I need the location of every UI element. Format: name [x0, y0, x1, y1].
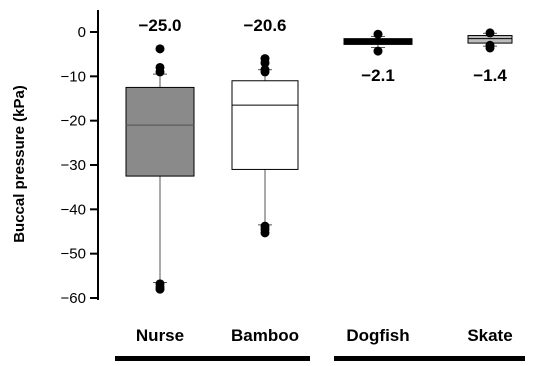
box-iqr [125, 86, 195, 177]
outlier-point [155, 44, 165, 54]
outlier-point [485, 28, 495, 38]
boxes: −25.0 −20.6 −2.1 −1.4 [125, 16, 513, 294]
y-tick-label: −60 [61, 290, 86, 307]
y-axis-ticks: 0 −10 −20 −30 −40 −50 −60 [61, 24, 98, 307]
data-label: −20.6 [243, 16, 286, 35]
outlier-point [485, 43, 495, 53]
box-iqr [231, 80, 299, 170]
outlier-point [373, 29, 383, 39]
group-bar-sharks [115, 356, 310, 361]
category-label: Bamboo [231, 326, 299, 345]
y-tick-label: 0 [78, 24, 86, 41]
category-label: Nurse [136, 326, 184, 345]
data-label: −2.1 [361, 66, 395, 85]
y-tick-label: −20 [61, 113, 86, 130]
box-dogfish: −2.1 [343, 29, 413, 85]
group-bar-dogfish-skate [334, 356, 525, 361]
y-tick-label: −40 [61, 201, 86, 218]
box-nurse: −25.0 [125, 16, 195, 294]
y-tick-label: −30 [61, 157, 86, 174]
box-skate: −1.4 [467, 28, 513, 85]
y-tick-label: −10 [61, 68, 86, 85]
category-label: Skate [467, 326, 512, 345]
outlier-point [155, 284, 165, 294]
outlier-point [260, 228, 270, 238]
outlier-point [373, 46, 383, 56]
group-bars [115, 356, 525, 361]
category-label: Dogfish [346, 326, 409, 345]
data-label: −25.0 [138, 16, 181, 35]
y-tick-label: −50 [61, 246, 86, 263]
box-bamboo: −20.6 [231, 16, 299, 238]
outlier-point [260, 58, 270, 68]
data-label: −1.4 [473, 66, 507, 85]
y-axis-title: Buccal pressure (kPa) [11, 85, 28, 243]
outlier-point [155, 67, 165, 77]
outlier-point [260, 67, 270, 77]
category-labels: Nurse Bamboo Dogfish Skate [136, 326, 513, 345]
